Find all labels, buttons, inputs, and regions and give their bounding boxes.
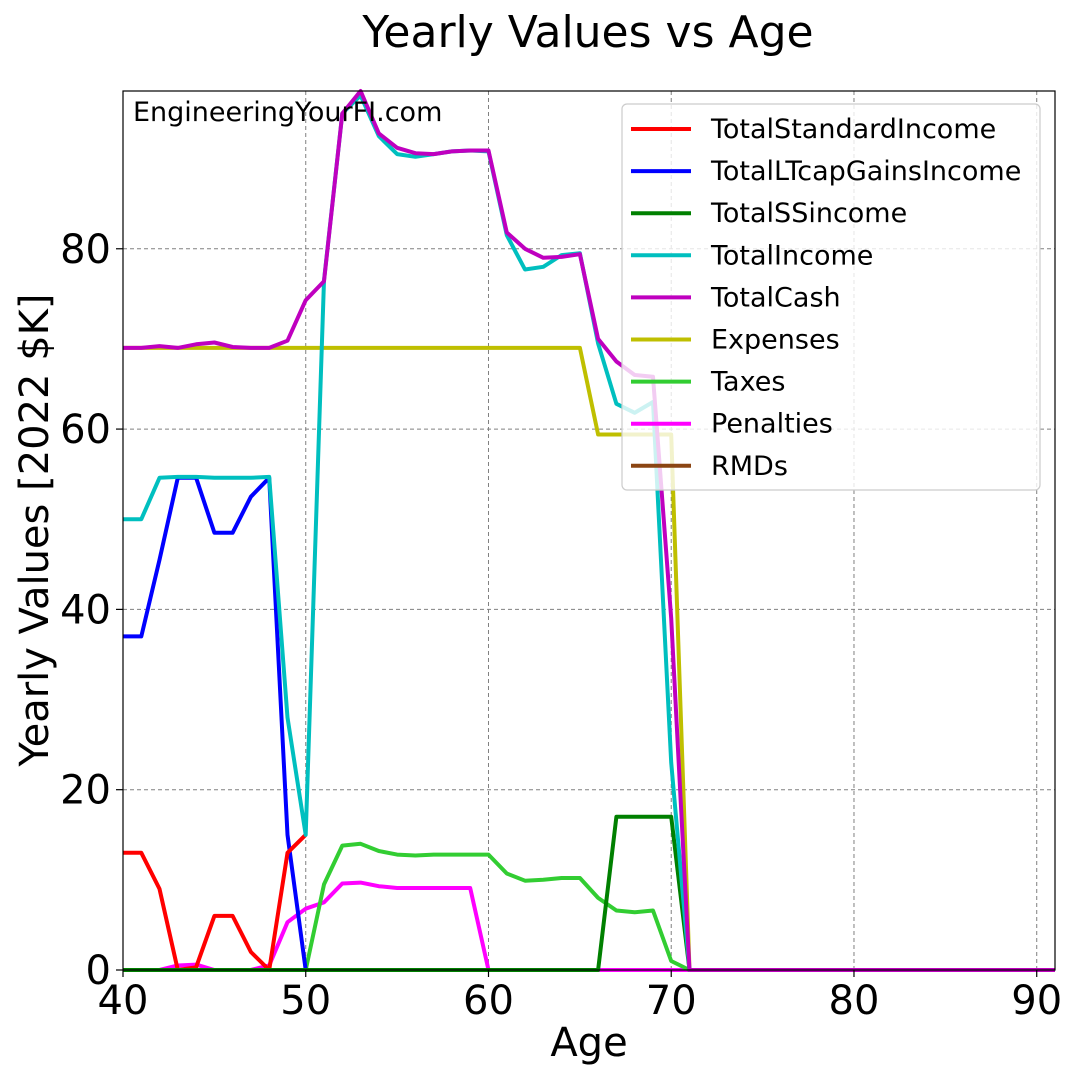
legend-label-totalcash: TotalCash: [710, 282, 841, 313]
y-tick-label: 60: [60, 407, 111, 453]
series-line-totalstandardincome: [123, 833, 308, 972]
legend-label-totalltcapgainsincome: TotalLTcapGainsIncome: [710, 156, 1021, 187]
legend-label-totalstandardincome: TotalStandardIncome: [710, 114, 996, 145]
x-tick-label: 80: [829, 978, 880, 1024]
legend-label-totalssincome: TotalSSincome: [710, 198, 907, 229]
legend-box: [621, 103, 1041, 491]
series-line-totalssincome: [123, 814, 1055, 972]
tick-labels: 40 50 60 70 80 90 0 20 40 60 80: [60, 227, 1062, 1024]
watermark-annotation: EngineeringYourFI.com: [133, 97, 442, 128]
legend-label-expenses: Expenses: [711, 325, 840, 356]
x-tick-label: 90: [1011, 978, 1062, 1024]
y-tick-label: 0: [86, 948, 111, 994]
legend-label-taxes: Taxes: [710, 367, 785, 398]
legend: TotalStandardIncome TotalLTcapGainsIncome…: [621, 103, 1041, 491]
x-axis-label: Age: [550, 1020, 627, 1066]
y-axis-label: Yearly Values [2022 $K]: [12, 294, 58, 768]
series-line-taxes: [123, 841, 1055, 972]
series-line-totalltcapgainsincome: [123, 475, 308, 971]
legend-label-penalties: Penalties: [711, 409, 833, 440]
legend-label-totalincome: TotalIncome: [710, 240, 873, 271]
x-tick-label: 40: [98, 978, 149, 1024]
legend-label-rmds: RMDs: [711, 451, 788, 482]
chart-title: Yearly Values vs Age: [361, 7, 813, 58]
x-tick-label: 70: [646, 978, 697, 1024]
plot-frame: [122, 90, 1056, 971]
y-tick-label: 20: [60, 768, 111, 814]
y-tick-label: 80: [60, 227, 111, 273]
x-tick-label: 60: [463, 978, 514, 1024]
y-tick-label: 40: [60, 587, 111, 633]
series-line-penalties: [123, 880, 1055, 972]
x-tick-label: 50: [280, 978, 331, 1024]
